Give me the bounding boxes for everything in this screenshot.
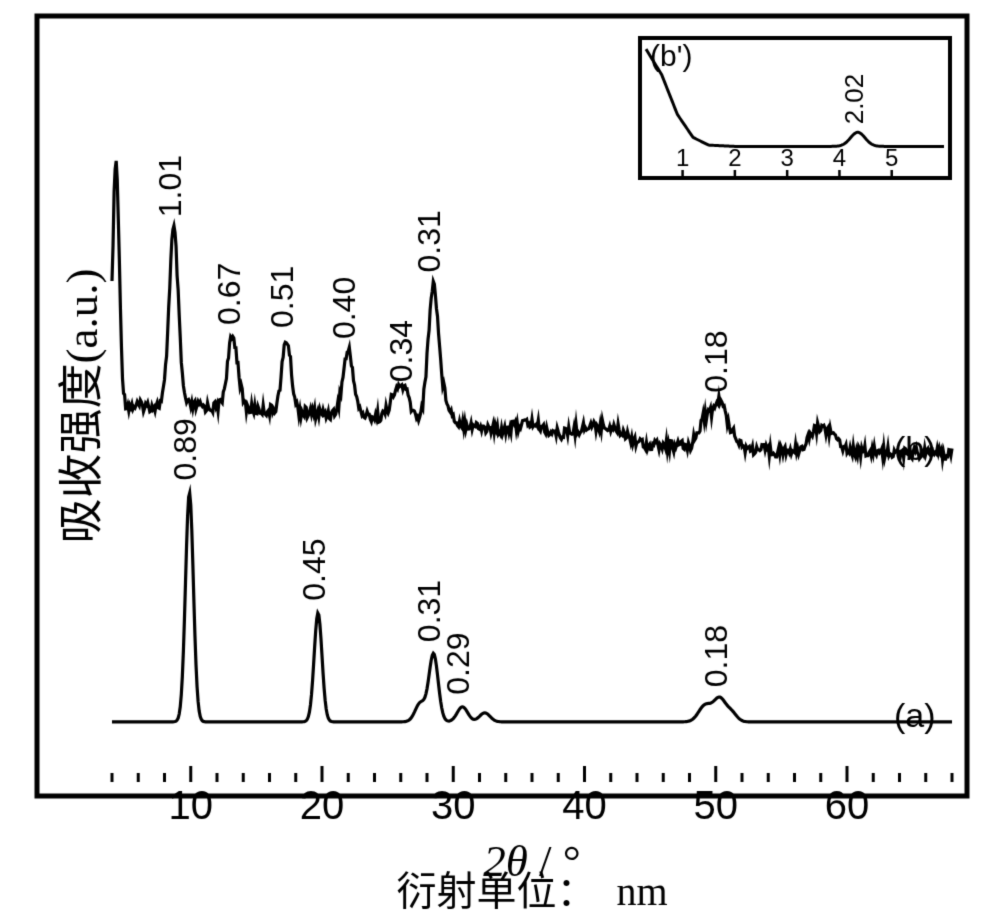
xrd-chart-canvas: [0, 0, 1000, 917]
chart-root: 吸收强度(a.u.) 2θ / ° 衍射单位： nm (b'): [0, 0, 1000, 917]
